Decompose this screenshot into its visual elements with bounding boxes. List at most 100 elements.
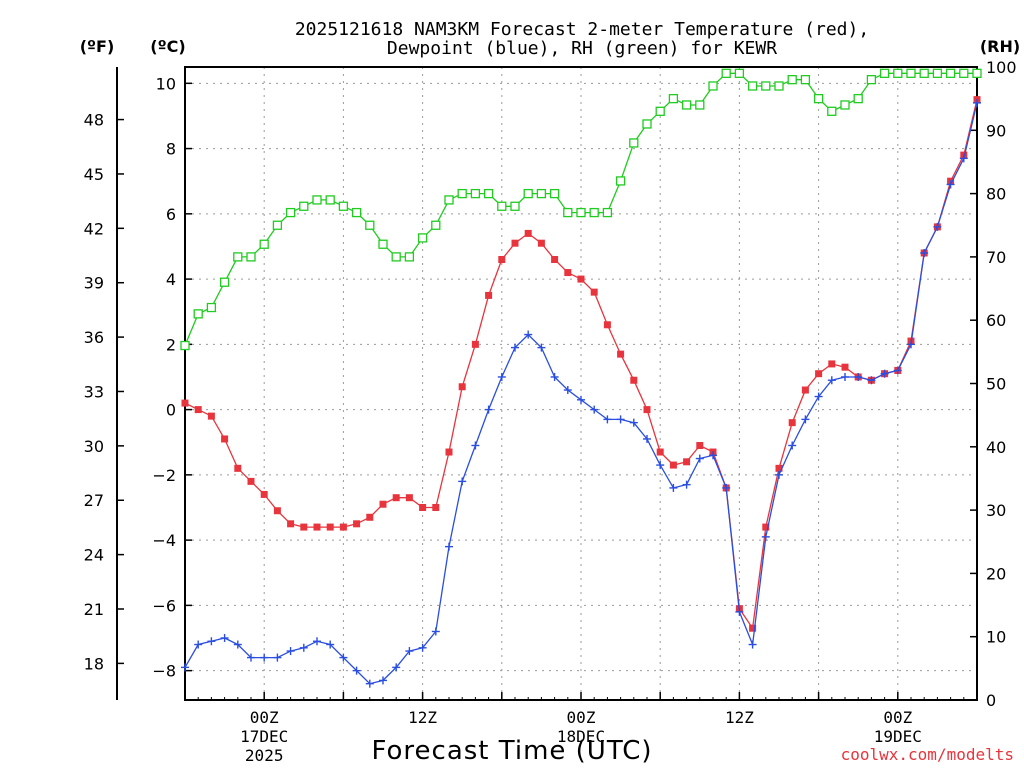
data-point-2-meter-temperature: [221, 435, 229, 443]
credit-text: coolwx.com/modelts: [841, 745, 1014, 764]
fahrenheit-tick-label: 48: [84, 111, 104, 130]
data-point-dewpoint: [181, 663, 189, 672]
data-point-rh: [246, 252, 256, 262]
data-point-rh: [853, 94, 863, 104]
data-point-rh: [563, 207, 573, 218]
data-point-dewpoint: [973, 98, 981, 107]
data-point-dewpoint: [563, 386, 572, 395]
celsius-tick-label: 8: [166, 140, 176, 159]
data-point-rh: [932, 68, 943, 78]
data-point-dewpoint: [352, 666, 361, 675]
data-point-rh: [299, 201, 309, 211]
x-axis-label: Forecast Time (UTC): [371, 736, 652, 766]
data-point-dewpoint: [695, 454, 704, 463]
rh-tick-label: 90: [986, 121, 1006, 140]
data-point-dewpoint: [907, 340, 915, 349]
rh-tick-label: 20: [986, 564, 1006, 583]
data-point-2-meter-temperature: [260, 490, 268, 498]
data-point-rh: [866, 75, 877, 85]
data-point-dewpoint: [827, 376, 836, 385]
data-point-2-meter-temperature: [392, 494, 400, 502]
data-point-dewpoint: [814, 392, 823, 401]
data-point-dewpoint: [959, 154, 968, 163]
data-point-2-meter-temperature: [471, 340, 479, 348]
data-point-rh: [233, 252, 243, 262]
data-point-rh: [193, 309, 203, 319]
data-point-rh: [813, 94, 824, 104]
data-point-rh: [734, 68, 745, 78]
rh-tick-label: 0: [986, 691, 996, 710]
data-point-dewpoint: [669, 483, 678, 492]
rh-tick-label: 40: [986, 438, 1006, 457]
rh-tick-label: 10: [986, 628, 1006, 647]
data-point-rh: [655, 106, 665, 116]
celsius-tick-label: −8: [152, 662, 176, 681]
data-point-rh: [972, 68, 982, 78]
rh-tick-label: 80: [986, 185, 1006, 204]
data-point-2-meter-temperature: [207, 412, 215, 420]
data-point-dewpoint: [260, 653, 269, 662]
fahrenheit-tick-label: 30: [84, 437, 104, 456]
data-point-2-meter-temperature: [537, 239, 545, 247]
celsius-tick-label: −6: [152, 596, 176, 615]
data-point-dewpoint: [497, 372, 506, 381]
fahrenheit-tick-label: 45: [84, 165, 104, 184]
celsius-tick-label: −2: [152, 466, 176, 485]
data-point-rh: [695, 100, 705, 110]
celsius-tick-label: 2: [166, 335, 176, 354]
data-point-2-meter-temperature: [498, 256, 506, 264]
data-point-rh: [378, 239, 388, 249]
x-tick-label: 00Z: [250, 708, 279, 727]
data-point-2-meter-temperature: [353, 520, 361, 528]
data-point-2-meter-temperature: [564, 269, 572, 277]
data-point-dewpoint: [418, 643, 427, 652]
data-point-2-meter-temperature: [590, 288, 598, 296]
data-point-rh: [391, 252, 401, 262]
data-point-dewpoint: [392, 663, 401, 672]
data-point-rh: [879, 68, 890, 78]
data-point-rh: [457, 188, 467, 199]
x-tick-label: 00Z: [883, 708, 912, 727]
data-point-rh: [774, 81, 784, 91]
data-point-2-meter-temperature: [273, 507, 281, 515]
chart-title-line1: 2025121618 NAM3KM Forecast 2-meter Tempe…: [295, 19, 869, 40]
data-point-2-meter-temperature: [762, 523, 770, 531]
fahrenheit-tick-label: 27: [84, 491, 104, 510]
data-point-2-meter-temperature: [432, 503, 440, 511]
celsius-unit-label: (ºC): [150, 37, 185, 56]
data-point-dewpoint: [379, 676, 387, 685]
data-point-rh: [206, 302, 217, 313]
fahrenheit-tick-label: 18: [84, 654, 104, 673]
data-point-rh: [549, 188, 560, 199]
data-point-dewpoint: [893, 366, 902, 375]
data-point-dewpoint: [194, 640, 203, 649]
x-tick-year: 2025: [245, 746, 284, 765]
data-point-2-meter-temperature: [656, 448, 664, 456]
data-point-dewpoint: [603, 415, 612, 424]
data-point-dewpoint: [471, 441, 480, 450]
data-point-dewpoint: [656, 461, 665, 470]
data-point-2-meter-temperature: [828, 360, 836, 368]
data-point-2-meter-temperature: [300, 523, 308, 531]
data-point-dewpoint: [841, 372, 849, 381]
series-dewpoint: [181, 98, 981, 688]
data-point-dewpoint: [458, 477, 467, 486]
data-point-2-meter-temperature: [801, 386, 809, 394]
data-point-dewpoint: [933, 222, 942, 231]
data-point-dewpoint: [233, 640, 242, 649]
data-point-2-meter-temperature: [181, 399, 189, 407]
data-point-rh: [497, 201, 507, 211]
data-point-2-meter-temperature: [749, 624, 757, 632]
data-point-2-meter-temperature: [524, 229, 532, 237]
rh-unit-label: (RH): [980, 37, 1020, 56]
fahrenheit-tick-label: 42: [84, 219, 104, 238]
rh-tick-label: 30: [986, 501, 1006, 520]
data-point-rh: [893, 68, 903, 78]
data-point-rh: [642, 119, 652, 129]
data-point-dewpoint: [682, 480, 691, 489]
x-tick-label: 12Z: [408, 708, 437, 727]
chart-title-line2: Dewpoint (blue), RH (green) for KEWR: [387, 38, 777, 59]
data-point-rh: [800, 75, 811, 85]
data-point-dewpoint: [339, 653, 348, 662]
